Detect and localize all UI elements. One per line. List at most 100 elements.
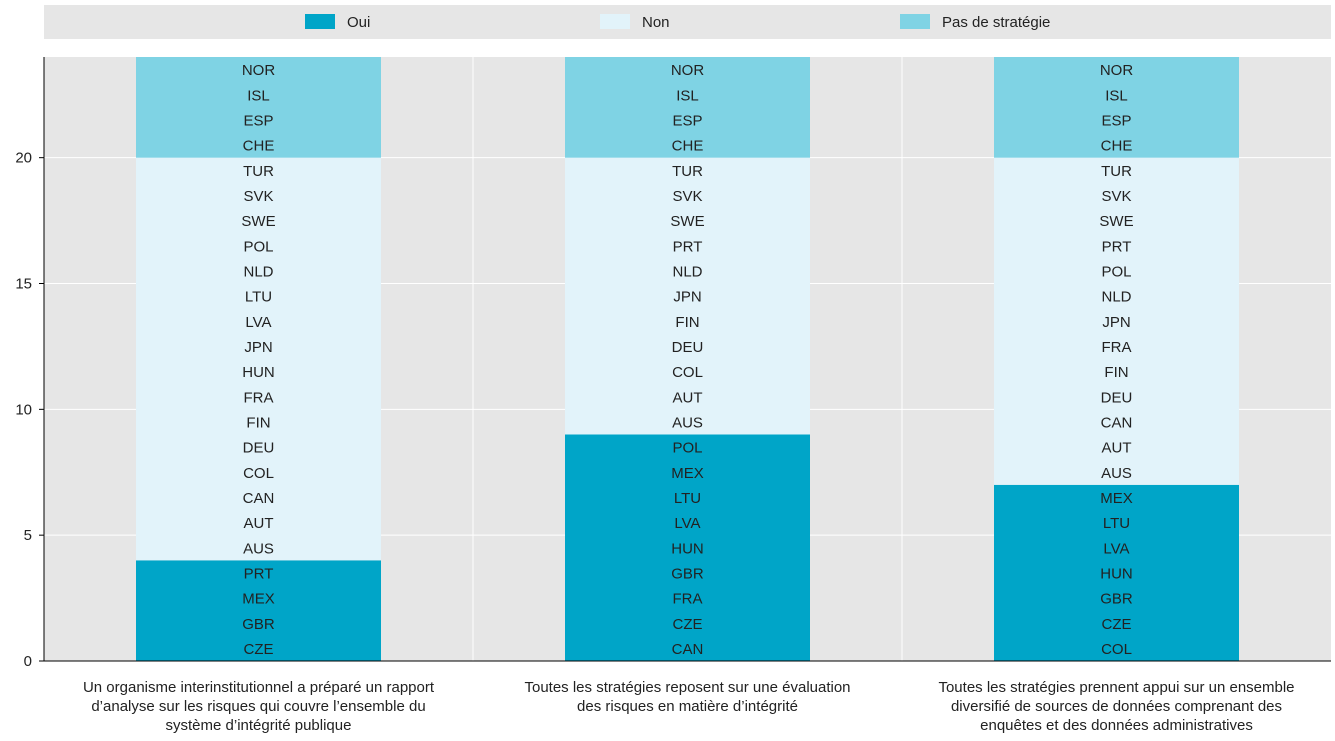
country-label: MEX	[1100, 490, 1133, 507]
country-label: FIN	[1104, 364, 1128, 381]
legend-item: Non	[600, 14, 670, 31]
country-label: NLD	[672, 263, 702, 280]
country-label: POL	[243, 238, 273, 255]
country-label: FRA	[673, 591, 703, 608]
y-tick-label: 10	[15, 401, 32, 418]
country-label: POL	[672, 440, 702, 457]
category-labels: Un organisme interinstitutionnel a prépa…	[83, 679, 1295, 734]
country-label: CZE	[673, 616, 703, 633]
country-label: CZE	[244, 641, 274, 658]
country-label: LVA	[674, 515, 700, 532]
country-label: GBR	[671, 565, 704, 582]
category-label-line: d’analyse sur les risques qui couvre l’e…	[91, 698, 425, 715]
category-label-line: système d’intégrité publique	[166, 717, 352, 734]
country-label: LVA	[245, 314, 271, 331]
country-label: TUR	[1101, 163, 1132, 180]
country-label: AUT	[1102, 440, 1132, 457]
category-label: Toutes les stratégies reposent sur une é…	[524, 679, 850, 715]
country-label: GBR	[242, 616, 275, 633]
category-label-line: enquêtes et des données administratives	[980, 717, 1253, 734]
country-label: LTU	[245, 289, 272, 306]
category-label-line: Un organisme interinstitutionnel a prépa…	[83, 679, 435, 696]
category-label: Toutes les stratégies prennent appui sur…	[938, 679, 1294, 734]
y-tick-label: 5	[24, 527, 32, 544]
country-label: GBR	[1100, 591, 1133, 608]
country-label: AUS	[243, 540, 274, 557]
country-label: PRT	[244, 565, 274, 582]
country-label: NOR	[242, 62, 276, 79]
country-label: LVA	[1103, 540, 1129, 557]
category-label-line: des risques en matière d’intégrité	[577, 698, 798, 715]
bar-segment-pas	[994, 57, 1239, 158]
country-label: COL	[1101, 641, 1132, 658]
country-label: SWE	[241, 213, 275, 230]
y-tick-label: 20	[15, 150, 32, 167]
country-label: ISL	[247, 87, 270, 104]
country-label: AUT	[673, 389, 703, 406]
country-label: PRT	[673, 238, 703, 255]
country-label: COL	[243, 465, 274, 482]
country-label: JPN	[1102, 314, 1130, 331]
legend-label: Pas de stratégie	[942, 14, 1050, 31]
country-label: CHE	[1101, 138, 1133, 155]
bar-segment-non	[136, 157, 381, 561]
country-label: NLD	[1101, 289, 1131, 306]
legend: Oui Non Pas de stratégie	[305, 14, 1050, 31]
country-label: FIN	[675, 314, 699, 331]
country-label: AUT	[244, 515, 274, 532]
country-label: NLD	[243, 263, 273, 280]
country-label: COL	[672, 364, 703, 381]
country-label: ISL	[676, 87, 699, 104]
bar-segment-non	[994, 157, 1239, 485]
legend-item: Oui	[305, 14, 370, 31]
country-label: ESP	[1101, 112, 1131, 129]
bar-segment-non	[565, 157, 810, 435]
y-tick-label: 15	[15, 276, 32, 293]
legend-swatch	[305, 14, 335, 29]
legend-item: Pas de stratégie	[900, 14, 1050, 31]
country-label: ESP	[243, 112, 273, 129]
category-label: Un organisme interinstitutionnel a prépa…	[83, 679, 435, 734]
country-label: SVK	[672, 188, 702, 205]
country-label: TUR	[243, 163, 274, 180]
country-label: DEU	[672, 339, 704, 356]
y-tick-label: 0	[24, 653, 32, 670]
country-label: FRA	[244, 389, 274, 406]
bar-stack: CAN CZE FRA GBR HUN LVA LTU MEX POL AUS AUT COL DEU F…	[565, 57, 810, 661]
country-label: CZE	[1102, 616, 1132, 633]
country-label: SVK	[243, 188, 273, 205]
country-label: LTU	[1103, 515, 1130, 532]
bar-segment-pas	[565, 57, 810, 158]
country-label: CHE	[243, 138, 275, 155]
country-label: TUR	[672, 163, 703, 180]
country-label: SWE	[1099, 213, 1133, 230]
country-label: AUS	[672, 414, 703, 431]
legend-bar	[44, 5, 1331, 39]
legend-label: Oui	[347, 14, 370, 31]
category-label-line: Toutes les stratégies prennent appui sur…	[938, 679, 1294, 696]
country-label: FIN	[246, 414, 270, 431]
country-label: CHE	[672, 138, 704, 155]
legend-swatch	[600, 14, 630, 29]
bar-segment-oui	[136, 560, 381, 661]
country-label: AUS	[1101, 465, 1132, 482]
legend-label: Non	[642, 14, 670, 31]
country-label: NOR	[1100, 62, 1134, 79]
country-label: MEX	[242, 591, 275, 608]
country-label: HUN	[242, 364, 275, 381]
country-label: CAN	[672, 641, 704, 658]
country-label: HUN	[1100, 565, 1133, 582]
y-axis-ticks: 0 5 10 15 20	[15, 150, 44, 670]
country-label: ISL	[1105, 87, 1128, 104]
legend-swatch	[900, 14, 930, 29]
country-label: FRA	[1102, 339, 1132, 356]
country-label: MEX	[671, 465, 704, 482]
country-label: NOR	[671, 62, 705, 79]
bar-segment-pas	[136, 57, 381, 158]
bar-segment-oui	[565, 434, 810, 661]
bar-stack: COL CZE GBR HUN LVA LTU MEX AUS AUT CAN DEU FIN FRA J…	[994, 57, 1239, 661]
country-label: CAN	[1101, 414, 1133, 431]
country-label: JPN	[673, 289, 701, 306]
bar-stack: CZE GBR MEX PRT AUS AUT CAN COL DEU FIN FRA HUN JPN L…	[136, 57, 381, 661]
